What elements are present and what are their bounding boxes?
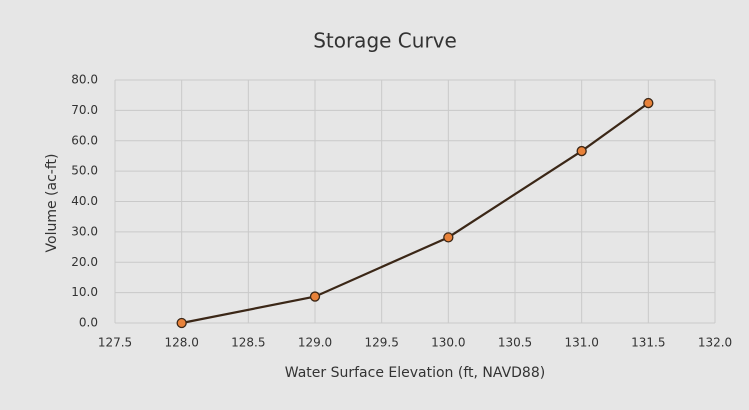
y-axis-label: Volume (ac-ft) — [44, 154, 60, 253]
x-tick-label: 131.5 — [631, 336, 665, 350]
x-axis-label: Water Surface Elevation (ft, NAVD88) — [285, 365, 545, 381]
data-point — [576, 145, 587, 157]
y-tick-label: 70.0 — [71, 103, 98, 117]
x-tick-label: 128.5 — [231, 336, 265, 350]
x-tick-label: 131.0 — [564, 336, 598, 350]
x-tick-label: 127.5 — [98, 336, 132, 350]
x-tick-label: 132.0 — [698, 336, 732, 350]
x-tick-label: 128.0 — [164, 336, 198, 350]
y-tick-label: 80.0 — [71, 73, 98, 87]
data-point — [176, 317, 187, 329]
y-tick-label: 40.0 — [71, 194, 98, 208]
y-tick-label: 60.0 — [71, 133, 98, 147]
y-tick-label: 0.0 — [79, 316, 98, 330]
x-tick-label: 130.5 — [498, 336, 532, 350]
y-tick-label: 30.0 — [71, 224, 98, 238]
x-tick-label: 129.5 — [364, 336, 398, 350]
data-point — [309, 291, 321, 302]
y-tick-label: 10.0 — [71, 285, 98, 299]
data-point — [443, 232, 454, 243]
data-point — [643, 97, 654, 109]
x-tick-label: 130.0 — [431, 336, 465, 350]
y-tick-label: 50.0 — [71, 164, 98, 178]
chart-title: Storage Curve — [313, 29, 457, 53]
y-tick-label: 20.0 — [71, 255, 98, 269]
x-tick-label: 129.0 — [298, 336, 332, 350]
